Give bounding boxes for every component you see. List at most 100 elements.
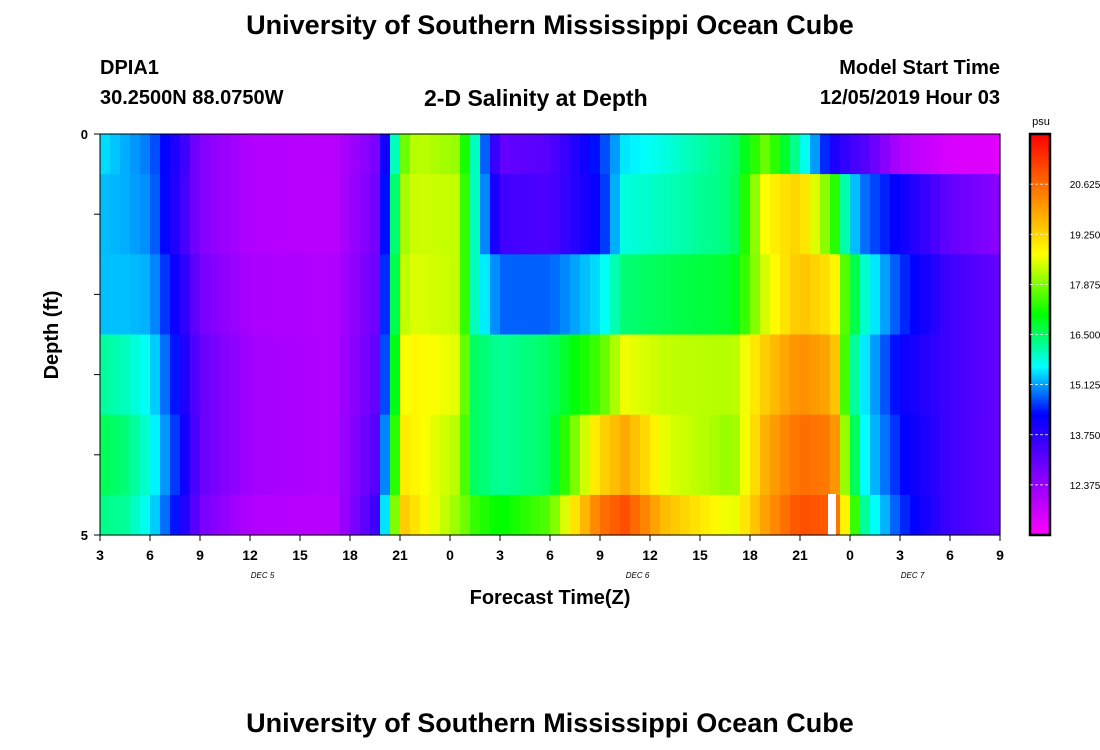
heatmap-cell <box>140 254 151 336</box>
heatmap-cell <box>940 174 951 255</box>
heatmap-cell <box>420 494 431 536</box>
heatmap-cell <box>350 494 361 536</box>
heatmap-cell <box>780 334 791 416</box>
heatmap-cell <box>820 134 831 175</box>
heatmap-cell <box>750 334 761 416</box>
heatmap-cell <box>470 134 481 175</box>
heatmap-cell <box>100 494 111 536</box>
heatmap-cell <box>460 254 471 336</box>
heatmap-cell <box>570 134 581 175</box>
heatmap-cell <box>580 334 591 416</box>
heatmap-cell <box>280 254 291 336</box>
heatmap-cell <box>660 174 671 255</box>
heatmap-cell <box>600 494 611 536</box>
heatmap-cell <box>960 494 971 536</box>
heatmap-cell <box>980 334 991 416</box>
heatmap-cell <box>210 174 221 255</box>
heatmap-cell <box>170 334 181 416</box>
heatmap-cell <box>800 414 811 496</box>
heatmap-cell <box>900 254 911 336</box>
heatmap-cell <box>410 334 421 416</box>
heatmap-cell <box>250 174 261 255</box>
heatmap-cell <box>960 134 971 175</box>
heatmap-cell <box>580 174 591 255</box>
heatmap-cell <box>350 134 361 175</box>
heatmap-cell <box>530 414 541 496</box>
heatmap-cell <box>590 334 601 416</box>
heatmap-cell <box>910 334 921 416</box>
heatmap-cell <box>150 134 161 175</box>
heatmap-cell <box>920 174 931 255</box>
heatmap-cell <box>720 254 731 336</box>
heatmap-cell <box>240 414 251 496</box>
heatmap-cell <box>990 414 1001 496</box>
heatmap-cell <box>750 494 761 536</box>
heatmap-cell <box>850 174 861 255</box>
heatmap-cells <box>100 134 1001 536</box>
heatmap-cell <box>330 174 341 255</box>
heatmap-cell <box>520 134 531 175</box>
heatmap-cell <box>340 134 351 175</box>
heatmap-cell <box>710 174 721 255</box>
heatmap-cell <box>720 174 731 255</box>
heatmap-cell <box>280 134 291 175</box>
heatmap-cell <box>840 334 851 416</box>
heatmap-cell <box>420 174 431 255</box>
heatmap-cell <box>160 174 171 255</box>
heatmap-cell <box>470 494 481 536</box>
heatmap-cell <box>860 254 871 336</box>
heatmap-cell <box>310 254 321 336</box>
heatmap-cell <box>700 254 711 336</box>
heatmap-cell <box>300 254 311 336</box>
heatmap-cell <box>390 134 401 175</box>
page-title: University of Southern Mississippi Ocean… <box>246 10 854 40</box>
heatmap-cell <box>890 174 901 255</box>
heatmap-cell <box>440 174 451 255</box>
heatmap-cell <box>560 494 571 536</box>
heatmap-cell <box>400 414 411 496</box>
heatmap-cell <box>140 414 151 496</box>
heatmap-cell <box>100 174 111 255</box>
heatmap-cell <box>350 174 361 255</box>
heatmap-cell <box>330 134 341 175</box>
heatmap-cell <box>650 334 661 416</box>
heatmap-cell <box>830 174 841 255</box>
heatmap-cell <box>220 494 231 536</box>
heatmap-cell <box>510 134 521 175</box>
heatmap-cell <box>970 334 981 416</box>
heatmap-cell <box>390 414 401 496</box>
heatmap-cell <box>960 174 971 255</box>
heatmap-cell <box>110 414 121 496</box>
heatmap-cell <box>230 334 241 416</box>
heatmap-cell <box>920 134 931 175</box>
heatmap-cell <box>370 334 381 416</box>
heatmap-cell <box>630 254 641 336</box>
y-tick-label: 0 <box>81 127 88 142</box>
heatmap-cell <box>210 134 221 175</box>
heatmap-cell <box>540 334 551 416</box>
heatmap-cell <box>950 494 961 536</box>
heatmap-cell <box>860 174 871 255</box>
heatmap-cell <box>430 414 441 496</box>
heatmap-cell <box>160 494 171 536</box>
heatmap-cell <box>310 174 321 255</box>
heatmap-cell <box>880 414 891 496</box>
heatmap-cell <box>270 494 281 536</box>
heatmap-cell <box>290 254 301 336</box>
date-label: DEC 6 <box>626 571 650 580</box>
heatmap-cell <box>320 134 331 175</box>
footer-title: University of Southern Mississippi Ocean… <box>246 708 854 738</box>
heatmap-cell <box>970 134 981 175</box>
heatmap-cell <box>890 414 901 496</box>
heatmap-cell <box>290 334 301 416</box>
colorbar-tick-label: 19.250 <box>1070 230 1100 241</box>
heatmap-cell <box>680 494 691 536</box>
heatmap-cell <box>240 494 251 536</box>
heatmap-cell <box>250 134 261 175</box>
heatmap-cell <box>950 254 961 336</box>
heatmap-cell <box>200 174 211 255</box>
heatmap-cell <box>220 414 231 496</box>
heatmap-cell <box>870 174 881 255</box>
heatmap-cell <box>850 414 861 496</box>
